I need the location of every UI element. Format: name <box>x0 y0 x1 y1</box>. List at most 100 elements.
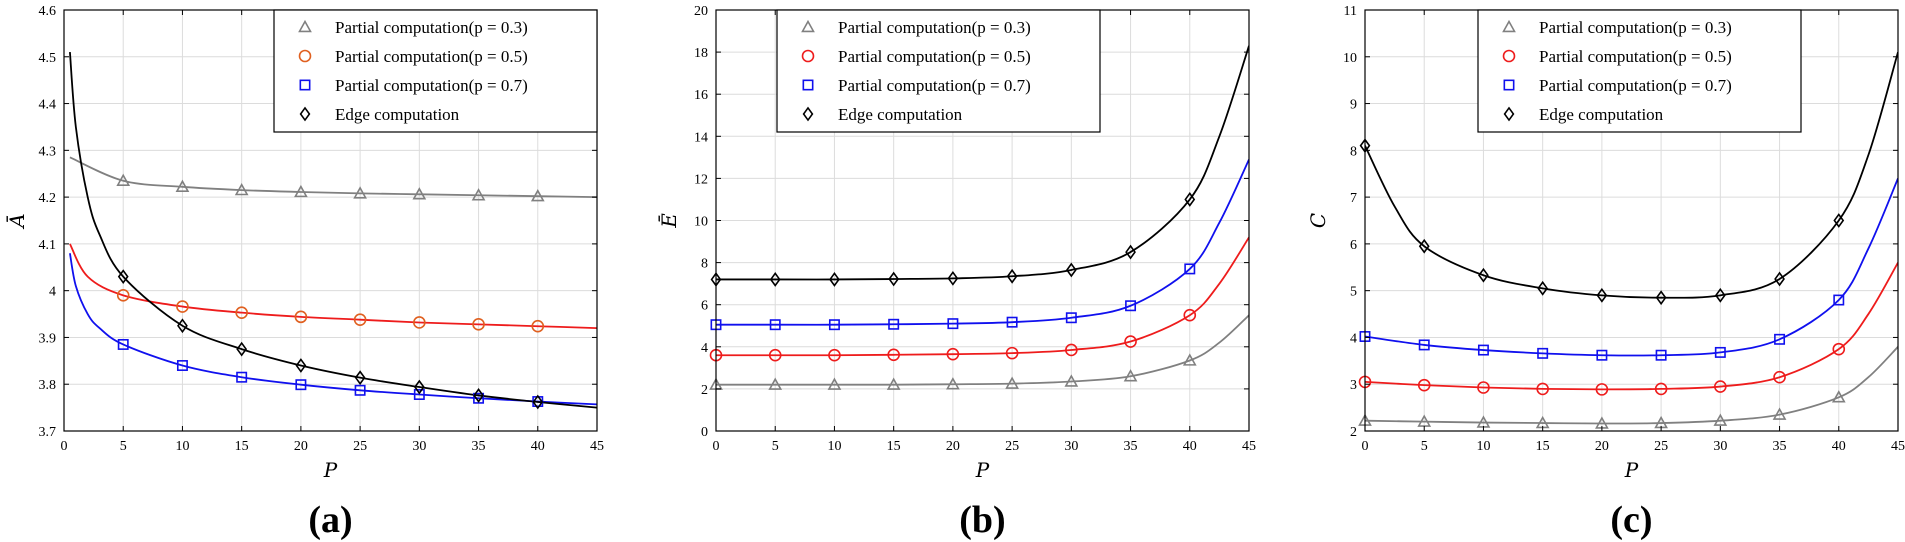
data-point <box>413 389 425 400</box>
data-point <box>532 394 544 410</box>
data-point <box>353 186 367 199</box>
data-point <box>354 384 366 396</box>
legend-entry: Edge computation <box>335 105 460 124</box>
legend-box <box>776 9 1101 133</box>
series-line-1 <box>69 243 597 329</box>
data-point <box>117 338 129 350</box>
data-point <box>236 341 248 357</box>
legend-entry: Partial computation(p = 0.7) <box>1539 76 1732 95</box>
data-point <box>1654 382 1668 396</box>
data-point <box>828 348 841 362</box>
legend: Partial computation(p = 0.3) Partial comp… <box>273 9 598 133</box>
data-point <box>530 189 545 202</box>
y-tick-label: 20 <box>694 4 708 19</box>
data-point <box>1774 271 1785 287</box>
x-tick-label: 25 <box>353 439 367 454</box>
data-point <box>473 392 485 404</box>
series-markers-1 <box>1358 342 1846 396</box>
y-tick-label: 4.4 <box>39 98 57 113</box>
data-point <box>413 379 425 395</box>
data-point <box>295 358 307 373</box>
series-line-2 <box>69 253 597 406</box>
data-point <box>769 319 781 331</box>
y-tick-label: 4.2 <box>39 191 57 206</box>
legend-box <box>273 9 598 133</box>
y-tick-label: 6 <box>701 299 708 314</box>
x-tick-label: 25 <box>1005 439 1019 454</box>
data-point <box>886 377 901 390</box>
data-point <box>1655 290 1667 306</box>
y-axis-label: C <box>1306 213 1330 228</box>
data-point <box>1125 300 1137 312</box>
data-point <box>1714 380 1727 393</box>
y-tick-label: 8 <box>701 257 708 272</box>
data-point <box>1536 382 1549 396</box>
data-point <box>827 377 842 390</box>
y-axis-label: Ā <box>5 213 29 229</box>
data-point <box>1005 376 1019 389</box>
data-point <box>473 388 484 403</box>
data-point <box>947 270 959 286</box>
legend-entry: Partial computation(p = 0.7) <box>335 76 528 95</box>
legend: Partial computation(p = 0.3) Partial comp… <box>1477 9 1802 133</box>
data-point <box>1714 287 1726 303</box>
x-tick-label: 30 <box>1064 439 1078 454</box>
x-tick-label: 0 <box>713 439 720 454</box>
x-axis-label: P <box>1624 458 1639 482</box>
data-point <box>1833 294 1845 306</box>
data-point <box>116 289 130 302</box>
legend-marker <box>1502 19 1516 33</box>
legend-marker <box>801 19 815 33</box>
legend-box <box>1477 9 1802 133</box>
x-tick-label: 0 <box>1362 439 1369 454</box>
data-point <box>1006 316 1018 328</box>
y-axis-label: Ē <box>657 213 681 229</box>
series-markers-1 <box>116 289 545 333</box>
data-point <box>1774 333 1786 345</box>
legend-entry: Partial computation(p = 0.3) <box>335 18 528 37</box>
x-axis-label: P <box>323 458 338 482</box>
x-tick-label: 0 <box>61 439 68 454</box>
x-tick-label: 10 <box>175 439 189 454</box>
x-tick-label: 40 <box>1832 439 1846 454</box>
data-point <box>294 310 308 324</box>
legend-marker <box>298 19 312 33</box>
data-point <box>1831 390 1846 403</box>
y-tick-label: 10 <box>694 215 708 230</box>
legend-marker <box>299 79 311 91</box>
x-tick-label: 10 <box>827 439 841 454</box>
data-point <box>1124 335 1137 348</box>
data-point <box>177 318 188 334</box>
data-point <box>1065 343 1078 357</box>
data-point <box>1537 347 1549 359</box>
x-tick-label: 5 <box>772 439 779 454</box>
x-tick-label: 5 <box>1421 439 1428 454</box>
x-tick-label: 5 <box>120 439 127 454</box>
data-point <box>1065 312 1077 324</box>
series-markers-3 <box>117 269 544 410</box>
chart-panel-0: 0 5 10 15 20 25 30 35 40 45 3.7 3.8 3.9 4 4.1 4.2 4.3 4.4… <box>5 4 604 541</box>
series-line-2 <box>716 159 1249 326</box>
data-point <box>1006 268 1018 284</box>
data-point <box>531 319 545 333</box>
series-line-3 <box>1365 51 1898 299</box>
legend-entry: Partial computation(p = 0.5) <box>838 47 1031 66</box>
series-line-1 <box>1365 262 1898 391</box>
data-point <box>947 318 959 330</box>
y-tick-label: 11 <box>1344 4 1357 19</box>
legend: Partial computation(p = 0.3) Partial comp… <box>776 9 1101 133</box>
data-point <box>888 318 900 330</box>
x-tick-label: 15 <box>235 439 249 454</box>
legend-entry: Partial computation(p = 0.3) <box>1539 18 1732 37</box>
x-axis-label: P <box>975 458 990 482</box>
data-point <box>235 306 248 319</box>
data-point <box>1064 374 1079 387</box>
y-tick-label: 6 <box>1350 238 1357 253</box>
legend-marker <box>299 106 311 122</box>
data-point <box>1596 287 1608 303</box>
series-line-3 <box>716 45 1249 281</box>
data-point <box>1596 349 1608 361</box>
data-point <box>472 318 485 331</box>
data-point <box>829 272 840 287</box>
